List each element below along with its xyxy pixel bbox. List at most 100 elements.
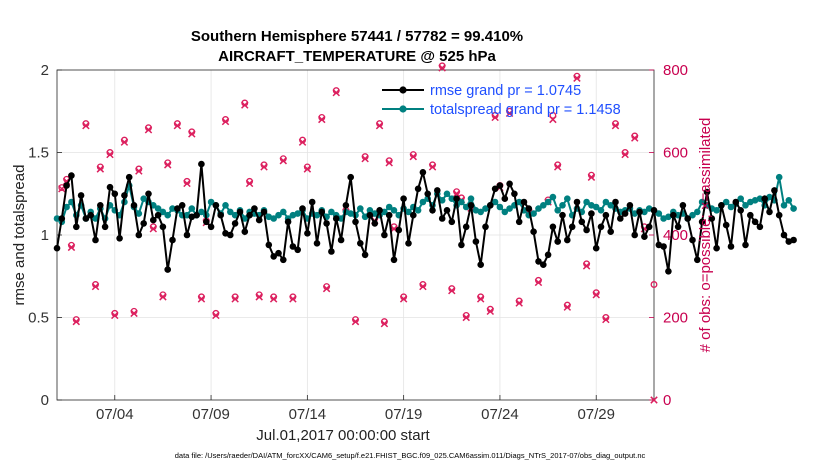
rmse-point-40 <box>246 211 253 219</box>
rmse-point-112 <box>592 244 600 252</box>
rmse-point-119 <box>626 202 634 209</box>
rmse-point-96 <box>515 218 523 226</box>
obs-assimilated-stroke-b <box>385 159 393 167</box>
totalspread-point-92 <box>496 203 504 211</box>
totalspread-point-8 <box>92 215 99 222</box>
rmse-point-94 <box>506 180 513 188</box>
obs-assimilated-point-49 <box>448 286 456 295</box>
rmse-point-123 <box>645 223 653 231</box>
rmse-point-148 <box>766 208 773 216</box>
rmse-point-82 <box>448 218 456 226</box>
obs-assimilated-point-18 <box>188 130 196 138</box>
obs-assimilated-point-71 <box>611 121 620 130</box>
rmse-point-47 <box>280 256 287 264</box>
obs-assimilated-stroke-b <box>534 278 543 287</box>
obs-assimilated-stroke-b <box>303 165 312 173</box>
rmse-point-30 <box>198 160 205 168</box>
totalspread-point-35 <box>222 202 229 209</box>
obs-assimilated-stroke-b <box>111 311 119 320</box>
rmse-point-132 <box>689 236 696 244</box>
rmse-point-129 <box>674 223 682 231</box>
y-axis-label: rmse and totalspread <box>11 165 28 306</box>
obs-assimilated-point-4 <box>82 121 90 130</box>
rmse-point-144 <box>747 211 754 219</box>
rmse-point-2 <box>63 182 70 189</box>
totalspread-point-45 <box>270 215 278 222</box>
obs-assimilated-point-44 <box>399 295 408 303</box>
rmse-point-108 <box>573 198 581 206</box>
obs-possible-point-63 <box>549 111 557 119</box>
obs-assimilated-stroke-b <box>380 319 389 328</box>
rmse-point-37 <box>231 220 239 227</box>
rmse-point-88 <box>477 261 485 269</box>
rmse-point-81 <box>443 207 451 214</box>
obs-assimilated-point-65 <box>563 303 572 311</box>
obs-assimilated-point-25 <box>245 179 254 188</box>
rmse-point-12 <box>111 190 119 198</box>
obs-assimilated-stroke-b <box>409 152 418 161</box>
totalspread-point-21 <box>154 205 162 212</box>
rmse-point-71 <box>395 226 403 234</box>
y-tick-label-3: 1.5 <box>28 145 49 162</box>
obs-assimilated-point-37 <box>351 317 360 326</box>
rmse-point-65 <box>366 211 374 219</box>
rmse-point-136 <box>708 215 716 222</box>
rmse-point-127 <box>665 268 672 275</box>
obs-assimilated-stroke-b <box>462 313 470 322</box>
rmse-point-135 <box>703 188 711 196</box>
obs-assimilated-stroke-b <box>553 163 562 171</box>
rmse-point-55 <box>318 208 326 216</box>
obs-assimilated-stroke-b <box>96 165 105 173</box>
totalspread-point-50 <box>294 210 302 217</box>
chart-title: Southern Hemisphere 57441 / 57782 = 99.4… <box>191 28 523 45</box>
obs-assimilated-stroke-b <box>260 163 268 171</box>
rmse-point-124 <box>650 207 658 214</box>
legend-spread-label: totalspread grand pr = 1.1458 <box>430 102 621 118</box>
rmse-point-14 <box>121 192 128 199</box>
totalspread-point-80 <box>438 197 446 204</box>
rmse-point-50 <box>294 246 302 254</box>
y-right-tick-label-3: 600 <box>663 145 688 162</box>
rmse-point-146 <box>756 223 764 231</box>
rmse-point-87 <box>472 238 480 245</box>
obs-assimilated-point-32 <box>303 165 312 173</box>
y-tick-label-4: 2 <box>41 62 49 79</box>
obs-assimilated-point-23 <box>231 295 239 303</box>
obs-assimilated-stroke-b <box>549 115 557 124</box>
rmse-point-118 <box>621 210 629 217</box>
legend-spread-marker <box>399 105 407 113</box>
totalspread-point-81 <box>443 190 451 198</box>
rmse-point-113 <box>597 223 605 231</box>
rmse-point-5 <box>77 192 85 199</box>
rmse-point-121 <box>636 208 643 216</box>
obs-assimilated-stroke-b <box>621 150 629 159</box>
obs-possible-point-75 <box>650 281 658 288</box>
obs-assimilated-stroke-b <box>375 121 384 130</box>
obs-assimilated-point-54 <box>476 295 485 303</box>
rmse-point-9 <box>97 202 104 209</box>
obs-assimilated-stroke-b <box>106 150 114 159</box>
rmse-point-62 <box>352 218 359 226</box>
rmse-point-149 <box>771 187 778 194</box>
rmse-point-70 <box>390 256 398 264</box>
obs-assimilated-stroke-b <box>245 179 254 188</box>
y-right-tick-label-1: 200 <box>663 310 688 327</box>
rmse-point-42 <box>255 216 263 224</box>
rmse-point-76 <box>419 169 427 176</box>
obs-assimilated-stroke-b <box>241 101 249 109</box>
rmse-point-105 <box>559 211 566 219</box>
rmse-point-89 <box>482 223 489 231</box>
obs-assimilated-stroke-b <box>289 295 297 303</box>
rmse-point-29 <box>193 211 200 219</box>
rmse-point-92 <box>496 182 504 189</box>
totalspread-point-89 <box>482 205 489 212</box>
totalspread-point-114 <box>602 198 610 206</box>
obs-assimilated-stroke-b <box>67 243 76 252</box>
legend-rmse-marker <box>399 86 407 94</box>
rmse-point-10 <box>101 223 109 231</box>
rmse-point-134 <box>698 218 706 226</box>
rmse-point-74 <box>410 211 417 219</box>
obs-assimilated-point-50 <box>452 190 461 198</box>
totalspread-point-104 <box>554 207 561 214</box>
rmse-point-51 <box>299 205 306 212</box>
